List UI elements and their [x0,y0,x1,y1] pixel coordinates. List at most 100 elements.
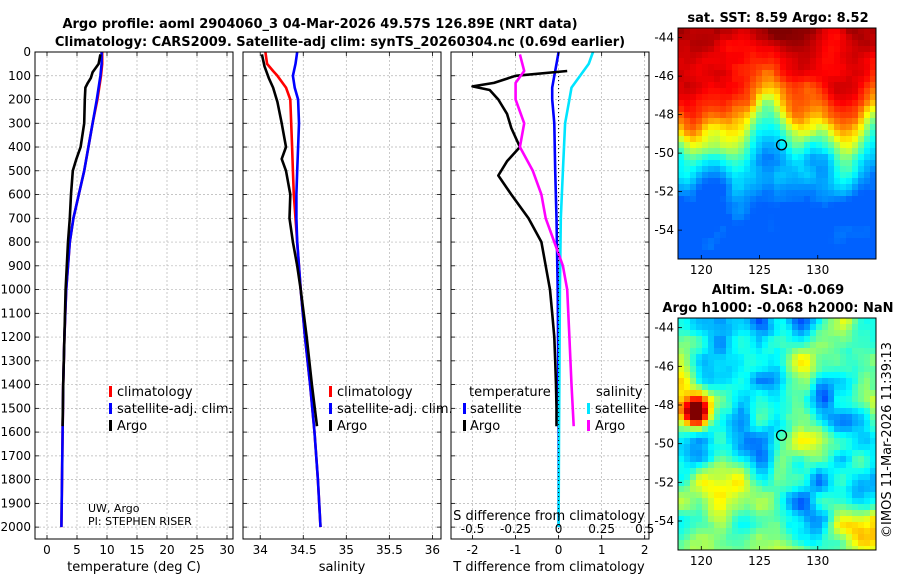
heatmap-cell [852,238,858,244]
heatmap-cell [750,390,756,396]
heatmap-cell [702,82,708,88]
heatmap-cell [696,504,702,510]
heatmap-cell [774,244,780,250]
heatmap-cell [810,462,816,468]
heatmap-cell [696,522,702,528]
heatmap-cell [690,384,696,390]
heatmap-cell [846,226,852,232]
heatmap-cell [720,504,726,510]
heatmap-cell [726,378,732,384]
heatmap-cell [774,112,780,118]
heatmap-cell [858,154,864,160]
heatmap-cell [744,348,750,354]
heatmap-cell [756,40,762,46]
heatmap-cell [852,52,858,58]
heatmap-cell [858,202,864,208]
heatmap-cell [738,124,744,130]
heatmap-cell [852,450,858,456]
heatmap-cell [840,378,846,384]
heatmap-cell [762,390,768,396]
heatmap-cell [804,166,810,172]
heatmap-cell [750,516,756,522]
heatmap-cell [816,190,822,196]
heatmap-cell [852,244,858,250]
heatmap-cell [690,178,696,184]
heatmap-cell [732,354,738,360]
heatmap-cell [798,444,804,450]
heatmap-cell [864,124,870,130]
heatmap-cell [834,70,840,76]
heatmap-cell [726,118,732,124]
heatmap-cell [828,130,834,136]
heatmap-cell [864,112,870,118]
heatmap-cell [792,528,798,534]
heatmap-cell [858,136,864,142]
heatmap-cell [744,366,750,372]
heatmap-cell [750,432,756,438]
heatmap-cell [732,462,738,468]
heatmap-cell [678,456,684,462]
satellite-adj-clim--line [291,51,322,528]
heatmap-cell [816,28,822,34]
heatmap-cell [750,378,756,384]
heatmap-cell [816,82,822,88]
heatmap-cell [702,160,708,166]
heatmap-cell [816,498,822,504]
salinity-argo-line [514,54,575,427]
heatmap-cell [846,504,852,510]
heatmap-cell [798,516,804,522]
heatmap-cell [858,196,864,202]
heatmap-cell [762,372,768,378]
heatmap-cell [870,450,876,456]
heatmap-cell [732,184,738,190]
heatmap-cell [774,486,780,492]
heatmap-cell [720,82,726,88]
depth-tick-label: 1800 [0,473,31,487]
heatmap-cell [774,408,780,414]
heatmap-cell [708,474,714,480]
heatmap-cell [834,118,840,124]
heatmap-cell [774,390,780,396]
heatmap-cell [846,160,852,166]
heatmap-cell [738,360,744,366]
heatmap-cell [762,420,768,426]
heatmap-cell [792,124,798,130]
heatmap-cell [858,238,864,244]
heatmap-cell [696,160,702,166]
heatmap-cell [852,498,858,504]
heatmap-cell [738,324,744,330]
heatmap-cell [840,154,846,160]
heatmap-cell [756,178,762,184]
heatmap-cell [696,468,702,474]
heatmap-cell [816,450,822,456]
heatmap-cell [852,402,858,408]
heatmap-cell [750,232,756,238]
heatmap-cell [750,154,756,160]
heatmap-cell [846,58,852,64]
heatmap-cell [864,94,870,100]
heatmap-cell [828,360,834,366]
heatmap-cell [690,318,696,324]
heatmap-cell [798,378,804,384]
heatmap-cell [846,546,852,550]
heatmap-cell [756,432,762,438]
heatmap-cell [810,456,816,462]
heatmap-cell [774,34,780,40]
heatmap-cell [756,154,762,160]
heatmap-cell [678,414,684,420]
heatmap-cell [732,486,738,492]
heatmap-cell [714,522,720,528]
s-diff-tick-label: 0.5 [635,522,654,536]
heatmap-cell [678,82,684,88]
heatmap-cell [744,522,750,528]
heatmap-cell [810,130,816,136]
heatmap-cell [738,456,744,462]
heatmap-cell [852,516,858,522]
heatmap-cell [840,540,846,546]
heatmap-cell [732,34,738,40]
heatmap-cell [786,166,792,172]
heatmap-cell [828,46,834,52]
heatmap-cell [738,190,744,196]
heatmap-cell [732,154,738,160]
heatmap-cell [690,136,696,142]
